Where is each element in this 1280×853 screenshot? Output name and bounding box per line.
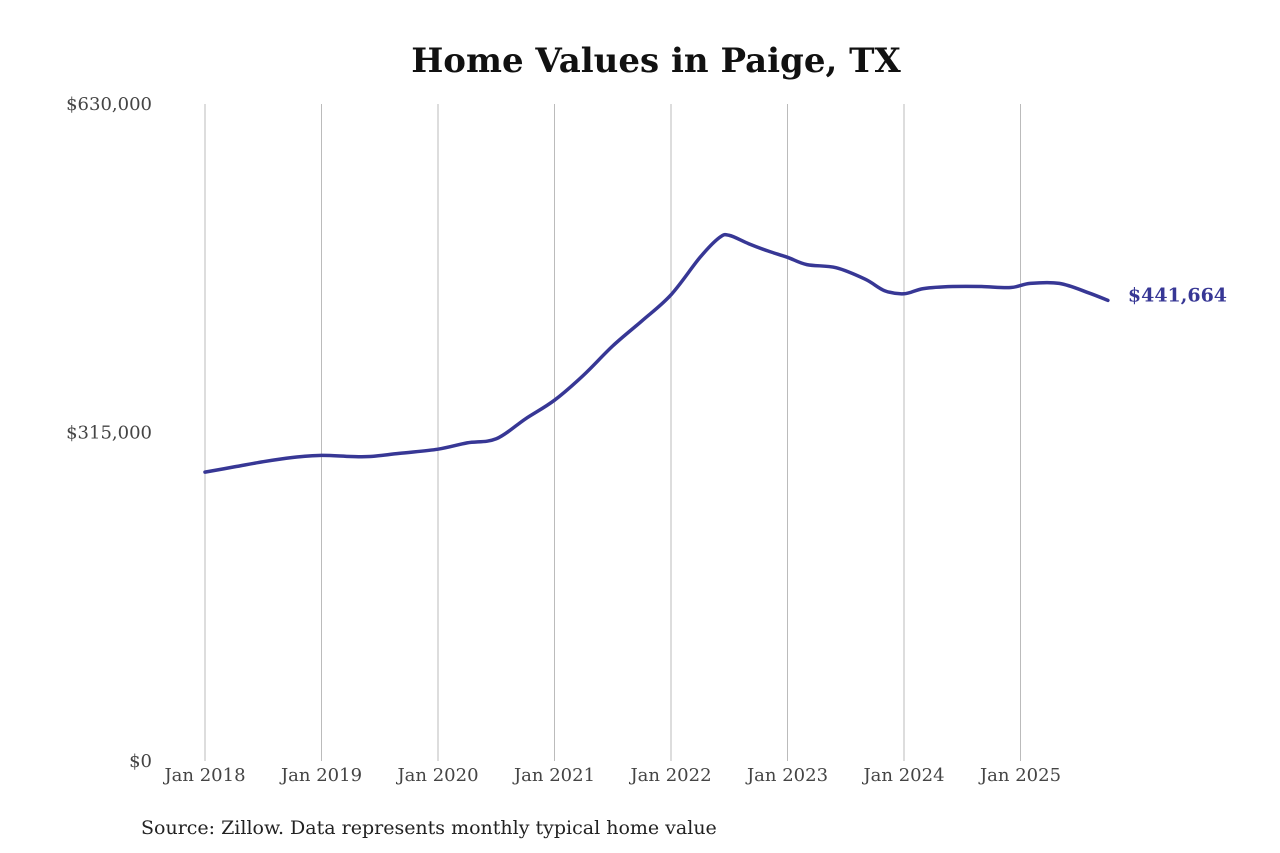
x-tick-label: Jan 2025 <box>978 765 1061 786</box>
y-tick-label: $0 <box>129 751 152 772</box>
last-value-label: $441,664 <box>1128 284 1227 306</box>
y-tick-label: $630,000 <box>66 94 152 115</box>
y-tick-label: $315,000 <box>66 423 152 444</box>
chart-title: Home Values in Paige, TX <box>411 41 901 81</box>
x-axis-tick-labels: Jan 2018 Jan 2019 Jan 2020 Jan 2021 Jan 2022… <box>162 765 1061 786</box>
x-tick-label: Jan 2022 <box>628 765 711 786</box>
x-tick-label: Jan 2021 <box>512 765 595 786</box>
x-tick-label: Jan 2020 <box>395 765 478 786</box>
x-tick-label: Jan 2024 <box>861 765 944 786</box>
x-tick-label: Jan 2023 <box>745 765 828 786</box>
home-value-line <box>203 232 1110 474</box>
vertical-gridlines <box>204 104 1021 761</box>
x-tick-label: Jan 2018 <box>162 765 245 786</box>
source-note: Source: Zillow. Data represents monthly … <box>141 817 717 839</box>
series-layer <box>203 232 1110 474</box>
y-axis-tick-labels: $0 $315,000 $630,000 <box>66 94 152 772</box>
x-tick-label: Jan 2019 <box>279 765 362 786</box>
